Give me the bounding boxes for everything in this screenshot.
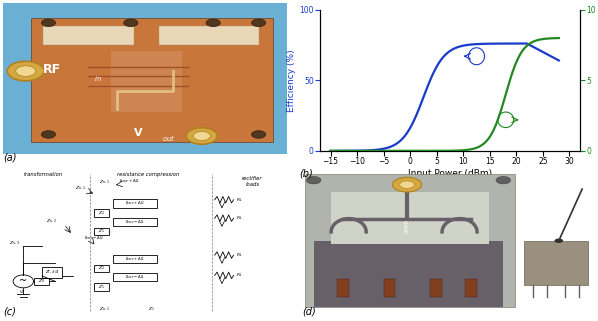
- Text: (b): (b): [299, 169, 313, 178]
- Text: RFMD: RFMD: [404, 219, 410, 233]
- Bar: [465, 279, 477, 297]
- Circle shape: [206, 19, 220, 27]
- Text: $\ell_{base}-\Delta\ell_1$: $\ell_{base}-\Delta\ell_1$: [125, 273, 145, 281]
- Circle shape: [124, 19, 138, 27]
- Text: $R_L$: $R_L$: [236, 272, 242, 279]
- Text: $Z_{in,3}$: $Z_{in,3}$: [10, 239, 20, 247]
- Circle shape: [252, 19, 266, 27]
- Text: $\ell_{base}-\Delta\ell_2$: $\ell_{base}-\Delta\ell_2$: [84, 235, 104, 242]
- Text: resistance compression: resistance compression: [117, 172, 179, 177]
- Circle shape: [41, 131, 56, 138]
- Circle shape: [41, 19, 56, 27]
- Text: $Z_2$: $Z_2$: [98, 209, 105, 217]
- Circle shape: [186, 128, 218, 144]
- Text: $\ell_{base}+\Delta\ell_1$: $\ell_{base}+\Delta\ell_1$: [119, 178, 141, 185]
- Text: $_{out}$: $_{out}$: [162, 134, 176, 144]
- Text: RF: RF: [43, 63, 61, 76]
- Text: $Z_{in,1}$: $Z_{in,1}$: [99, 305, 110, 313]
- Text: $Z_S$: $Z_S$: [38, 278, 45, 285]
- Circle shape: [496, 177, 511, 184]
- Bar: [42, 267, 62, 278]
- Text: $Z_1$: $Z_1$: [98, 283, 105, 291]
- Circle shape: [252, 131, 266, 138]
- Bar: [431, 279, 442, 297]
- Bar: [305, 174, 515, 307]
- Text: $Z_T, \lambda/4$: $Z_T, \lambda/4$: [45, 268, 60, 276]
- Text: $Z_{in,2}$: $Z_{in,2}$: [47, 217, 57, 225]
- Text: (a): (a): [3, 152, 17, 162]
- Text: transformation: transformation: [24, 172, 63, 177]
- Bar: [34, 278, 50, 285]
- Text: ~: ~: [19, 276, 28, 286]
- Bar: [384, 279, 395, 297]
- Bar: [111, 51, 182, 112]
- Bar: [94, 283, 109, 291]
- Circle shape: [7, 61, 44, 81]
- Text: V: V: [133, 128, 142, 138]
- Text: $V_S$: $V_S$: [19, 288, 26, 296]
- Text: (d): (d): [302, 307, 316, 317]
- Circle shape: [392, 177, 422, 192]
- Bar: [94, 265, 109, 272]
- Bar: [113, 199, 157, 207]
- Bar: [314, 241, 504, 307]
- Y-axis label: Efficiency (%): Efficiency (%): [288, 49, 297, 112]
- Bar: [94, 228, 109, 235]
- Circle shape: [16, 66, 36, 76]
- Bar: [43, 26, 133, 46]
- Bar: [31, 18, 273, 142]
- Circle shape: [306, 177, 321, 184]
- Text: rectifier
loads: rectifier loads: [242, 176, 263, 187]
- Bar: [113, 255, 157, 263]
- Circle shape: [554, 239, 563, 243]
- Text: $_{in}$: $_{in}$: [94, 74, 102, 84]
- Bar: [524, 241, 588, 285]
- Text: $R_L$: $R_L$: [236, 251, 242, 259]
- Bar: [113, 273, 157, 281]
- Text: $Z_2$: $Z_2$: [98, 265, 105, 272]
- Text: $\ell_{base}-\Delta\ell_1$: $\ell_{base}-\Delta\ell_1$: [125, 218, 145, 226]
- Text: $Z_{in,1}$: $Z_{in,1}$: [75, 184, 87, 192]
- Text: (c): (c): [3, 307, 16, 317]
- Bar: [113, 218, 157, 226]
- Text: $\ell_{base}+\Delta\ell_2$: $\ell_{base}+\Delta\ell_2$: [125, 200, 145, 207]
- Text: $Z_1$: $Z_1$: [148, 305, 155, 313]
- Text: $R_L$: $R_L$: [236, 214, 242, 222]
- X-axis label: Input Power (dBm): Input Power (dBm): [408, 169, 492, 178]
- Text: $R_L$: $R_L$: [236, 196, 242, 204]
- Bar: [94, 209, 109, 217]
- Circle shape: [399, 181, 414, 188]
- Bar: [337, 279, 349, 297]
- Text: $Z_{in,1}$: $Z_{in,1}$: [99, 178, 110, 186]
- Text: $\ell_{base}+\Delta\ell_1$: $\ell_{base}+\Delta\ell_1$: [125, 255, 145, 263]
- Circle shape: [193, 132, 210, 141]
- Bar: [331, 192, 489, 244]
- Text: $Z_1$: $Z_1$: [98, 228, 105, 235]
- Bar: [159, 26, 258, 46]
